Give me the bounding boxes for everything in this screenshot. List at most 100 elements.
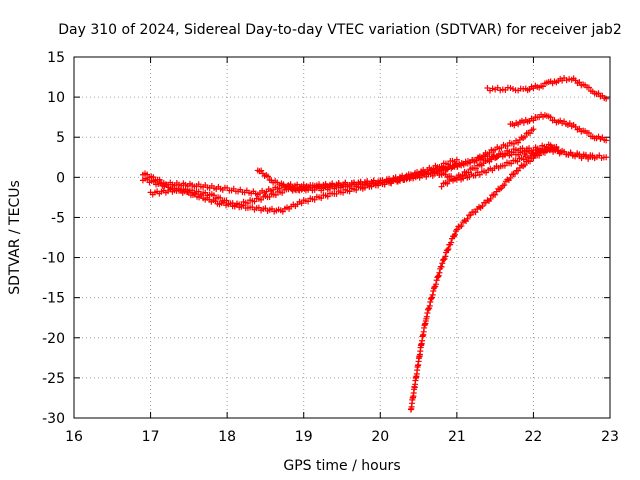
data-point bbox=[603, 95, 610, 102]
data-point bbox=[298, 200, 305, 207]
data-point bbox=[521, 161, 528, 168]
data-point bbox=[311, 196, 318, 203]
data-point bbox=[156, 176, 163, 183]
data-point bbox=[547, 142, 554, 149]
x-tick-label: 21 bbox=[448, 429, 466, 445]
data-point bbox=[494, 154, 501, 161]
data-point bbox=[487, 195, 494, 202]
x-tick-label: 22 bbox=[525, 429, 543, 445]
data-point bbox=[553, 144, 560, 151]
grid bbox=[74, 57, 610, 418]
data-point bbox=[238, 201, 245, 208]
y-tick-label: 5 bbox=[56, 130, 65, 146]
x-tick-label: 17 bbox=[142, 429, 160, 445]
data-point bbox=[510, 140, 517, 147]
series-track-7 bbox=[507, 111, 610, 144]
data-point bbox=[479, 203, 486, 210]
data-point bbox=[266, 193, 273, 200]
data-point bbox=[464, 215, 471, 222]
y-tick-label: 15 bbox=[47, 50, 65, 66]
data-point bbox=[279, 189, 286, 196]
y-tick-label: -10 bbox=[42, 251, 65, 267]
data-point bbox=[530, 117, 537, 124]
data-point bbox=[530, 126, 537, 133]
x-tick-label: 20 bbox=[371, 429, 389, 445]
data-point bbox=[508, 149, 515, 156]
y-tick-label: 0 bbox=[56, 170, 65, 186]
y-tick-label: 10 bbox=[47, 90, 65, 106]
data-point bbox=[521, 133, 528, 140]
chart-title: Day 310 of 2024, Sidereal Day-to-day VTE… bbox=[58, 22, 621, 38]
plot-border bbox=[73, 56, 611, 419]
data-point bbox=[433, 277, 440, 284]
data-point bbox=[472, 209, 479, 216]
data-point bbox=[473, 165, 479, 172]
data-point bbox=[507, 174, 514, 181]
data-point bbox=[566, 120, 573, 127]
x-tick-label: 23 bbox=[601, 429, 619, 445]
data-point bbox=[432, 281, 439, 288]
data-point bbox=[217, 194, 224, 201]
data-point bbox=[439, 260, 446, 267]
data-point bbox=[445, 245, 452, 252]
data-point bbox=[547, 114, 554, 121]
data-point bbox=[435, 273, 442, 280]
x-tick-label: 18 bbox=[218, 429, 236, 445]
x-tick-label: 19 bbox=[295, 429, 313, 445]
data-point bbox=[442, 253, 449, 260]
data-point bbox=[438, 263, 445, 270]
data-point bbox=[473, 157, 479, 164]
data-point bbox=[585, 84, 592, 91]
y-tick-label: -30 bbox=[42, 411, 65, 427]
data-point bbox=[444, 247, 451, 254]
data-point bbox=[465, 169, 472, 176]
series-track-6 bbox=[407, 146, 552, 413]
x-tick-label: 16 bbox=[65, 429, 83, 445]
data-point bbox=[576, 79, 583, 86]
data-point bbox=[595, 90, 602, 97]
series-track-4 bbox=[254, 143, 560, 194]
y-axis-title: SDTVAR / TECUs bbox=[7, 180, 23, 295]
data-point bbox=[244, 200, 251, 207]
data-point bbox=[272, 191, 279, 198]
data-points bbox=[139, 75, 610, 413]
x-axis-title: GPS time / hours bbox=[283, 458, 400, 474]
data-point bbox=[251, 198, 258, 205]
data-point bbox=[435, 272, 442, 279]
y-tick-label: -5 bbox=[51, 210, 65, 226]
data-point bbox=[545, 146, 552, 153]
data-point bbox=[144, 171, 151, 178]
data-point bbox=[536, 152, 543, 159]
data-point bbox=[453, 226, 460, 233]
data-point bbox=[603, 137, 610, 144]
series-track-5 bbox=[438, 141, 610, 190]
data-point bbox=[438, 183, 445, 190]
data-point bbox=[453, 156, 460, 163]
data-point bbox=[210, 192, 217, 199]
y-tick-label: -20 bbox=[42, 331, 65, 347]
data-point bbox=[508, 160, 515, 167]
data-point bbox=[264, 173, 271, 180]
data-point bbox=[436, 269, 443, 276]
data-point bbox=[512, 170, 519, 177]
data-point bbox=[258, 196, 265, 203]
data-point bbox=[530, 155, 537, 162]
data-point bbox=[305, 198, 312, 205]
data-point bbox=[223, 197, 230, 204]
data-point bbox=[585, 130, 592, 137]
data-point bbox=[459, 172, 466, 179]
data-point bbox=[318, 195, 325, 202]
axis-ticks: 16 17 18 19 20 21 22 23 -30 -25 -20 -15 -10 -5 0 5 10 15 bbox=[42, 50, 619, 445]
data-point bbox=[448, 239, 455, 246]
data-point bbox=[540, 83, 546, 90]
data-point bbox=[514, 158, 521, 165]
data-point bbox=[501, 182, 508, 189]
series-track-8 bbox=[484, 75, 610, 102]
data-point bbox=[450, 233, 457, 240]
data-point bbox=[527, 158, 534, 165]
data-point bbox=[286, 183, 293, 190]
y-tick-label: -15 bbox=[42, 291, 65, 307]
data-point bbox=[458, 222, 465, 229]
data-point bbox=[603, 154, 610, 161]
